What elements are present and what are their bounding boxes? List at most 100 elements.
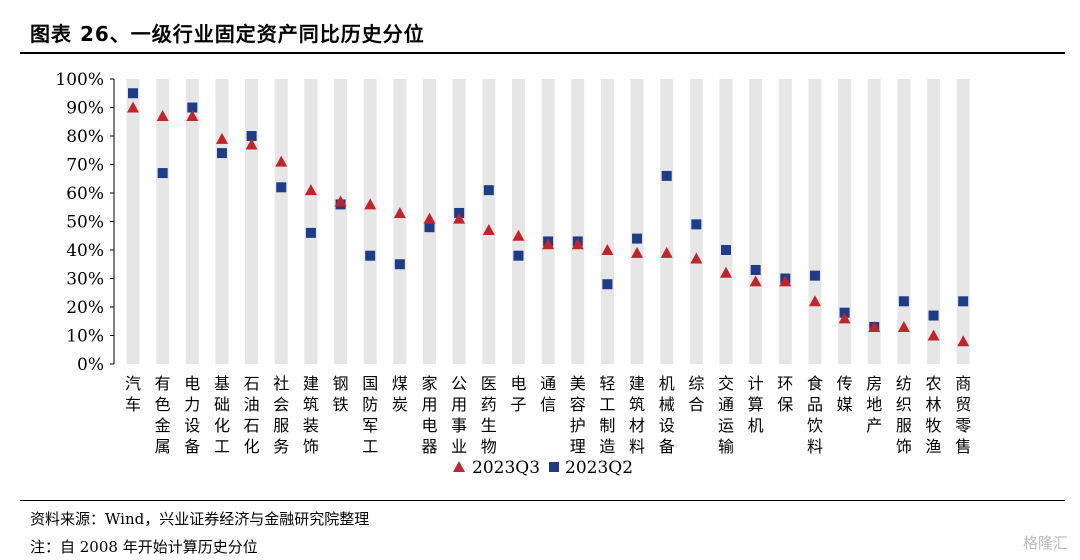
- x-tick-label: 纺织服饰: [896, 374, 912, 456]
- category-band: [245, 79, 259, 364]
- point-2023q2: [513, 250, 524, 261]
- point-2023q2: [365, 250, 376, 261]
- y-tick-label: 90%: [66, 99, 104, 119]
- point-2023q2: [809, 270, 820, 281]
- y-tick-label: 80%: [66, 127, 104, 147]
- point-2023q2: [305, 227, 316, 238]
- category-band: [927, 79, 941, 364]
- category-band: [600, 79, 614, 364]
- point-2023q2: [216, 148, 227, 159]
- y-tick-label: 10%: [66, 327, 104, 347]
- point-2023q3: [245, 138, 258, 150]
- x-tick-label: 食品饮料: [807, 374, 823, 456]
- point-2023q3: [275, 155, 288, 167]
- y-tick-label: 100%: [55, 70, 104, 90]
- category-band: [719, 79, 733, 364]
- y-tick-label: 40%: [66, 241, 104, 261]
- y-tick-label: 0%: [77, 355, 104, 375]
- point-2023q3: [127, 101, 139, 113]
- point-2023q2: [898, 296, 909, 307]
- point-2023q2: [958, 296, 969, 307]
- point-2023q3: [897, 320, 910, 332]
- point-2023q2: [602, 279, 613, 290]
- y-tick-label: 20%: [66, 298, 104, 318]
- category-band: [571, 79, 585, 364]
- x-axis-labels: 汽车有色金属电力设备基础化工石油石化社会服务建筑装饰钢铁国防军工煤炭家用电器公用…: [125, 374, 971, 456]
- point-2023q3: [957, 335, 970, 347]
- point-2023q2: [128, 88, 138, 99]
- x-tick-label: 传媒: [837, 374, 853, 414]
- legend-marker-2023q3: [453, 461, 465, 472]
- category-band: [956, 79, 970, 364]
- y-tick-label: 70%: [66, 156, 104, 176]
- title-rule: [20, 52, 1065, 54]
- category-band: [215, 79, 229, 364]
- point-2023q3: [927, 329, 940, 341]
- point-2023q3: [364, 198, 377, 210]
- x-tick-label: 交通运输: [718, 374, 734, 456]
- category-band: [749, 79, 763, 364]
- x-tick-label: 社会服务: [273, 374, 289, 456]
- x-tick-label: 建筑材料: [629, 374, 645, 456]
- category-band: [897, 79, 911, 364]
- x-tick-label: 电子: [510, 374, 526, 414]
- x-tick-label: 农林牧渔: [926, 374, 942, 456]
- legend-label-2023q3: 2023Q3: [472, 458, 540, 478]
- data-points: [127, 88, 970, 347]
- scatter-chart: 0% 10% 20% 30% 40% 50% 60% 70% 80% 90% 100% 汽车有色金属…: [55, 70, 971, 478]
- category-band: [867, 79, 881, 364]
- x-tick-label: 房地产: [866, 374, 882, 435]
- x-tick-label: 机械设备: [659, 374, 675, 456]
- category-band: [660, 79, 674, 364]
- x-tick-label: 煤炭: [392, 374, 408, 414]
- x-tick-label: 家用电器: [421, 374, 437, 456]
- point-2023q2: [187, 102, 198, 113]
- legend-marker-2023q2: [549, 462, 559, 472]
- category-band: [304, 79, 318, 364]
- y-tick-label: 30%: [66, 270, 104, 290]
- x-tick-label: 环保: [777, 374, 793, 414]
- point-2023q3: [749, 275, 762, 287]
- point-2023q3: [334, 195, 347, 207]
- category-band: [482, 79, 496, 364]
- x-tick-label: 医药生物: [481, 374, 497, 456]
- x-tick-label: 建筑装饰: [303, 374, 319, 456]
- y-tick-label: 60%: [66, 184, 104, 204]
- point-2023q2: [483, 185, 494, 196]
- watermark: 格隆汇: [1022, 534, 1068, 552]
- x-tick-label: 美容护理: [570, 374, 586, 456]
- category-band: [511, 79, 525, 364]
- category-band: [156, 79, 170, 364]
- x-tick-label: 国防军工: [362, 374, 378, 456]
- point-2023q3: [868, 320, 881, 332]
- point-2023q2: [157, 168, 168, 179]
- point-2023q3: [482, 224, 495, 236]
- point-2023q2: [691, 219, 702, 230]
- chart-title: 图表 26、一级行业固定资产同比历史分位: [30, 22, 425, 46]
- category-band: [541, 79, 555, 364]
- point-2023q2: [394, 259, 405, 270]
- point-2023q3: [304, 184, 317, 196]
- point-2023q3: [393, 206, 406, 218]
- point-2023q3: [838, 312, 851, 324]
- point-2023q3: [542, 238, 555, 250]
- x-tick-label: 电力设备: [184, 374, 200, 456]
- point-2023q3: [690, 252, 703, 264]
- point-2023q3: [453, 212, 466, 224]
- category-band: [334, 79, 348, 364]
- category-band: [838, 79, 852, 364]
- category-band: [630, 79, 644, 364]
- x-tick-label: 石油石化: [244, 374, 260, 456]
- point-2023q2: [246, 131, 257, 141]
- method-note: 注：自 2008 年开始计算历史分位: [30, 538, 258, 556]
- footer-rule: [20, 500, 1065, 501]
- x-tick-label: 通信: [540, 374, 556, 414]
- point-2023q2: [928, 310, 939, 321]
- point-2023q3: [423, 212, 436, 224]
- point-2023q3: [186, 110, 199, 122]
- point-2023q2: [276, 182, 287, 193]
- point-2023q3: [720, 266, 732, 278]
- point-2023q2: [661, 170, 672, 181]
- point-2023q2: [424, 222, 435, 233]
- point-2023q3: [631, 246, 644, 258]
